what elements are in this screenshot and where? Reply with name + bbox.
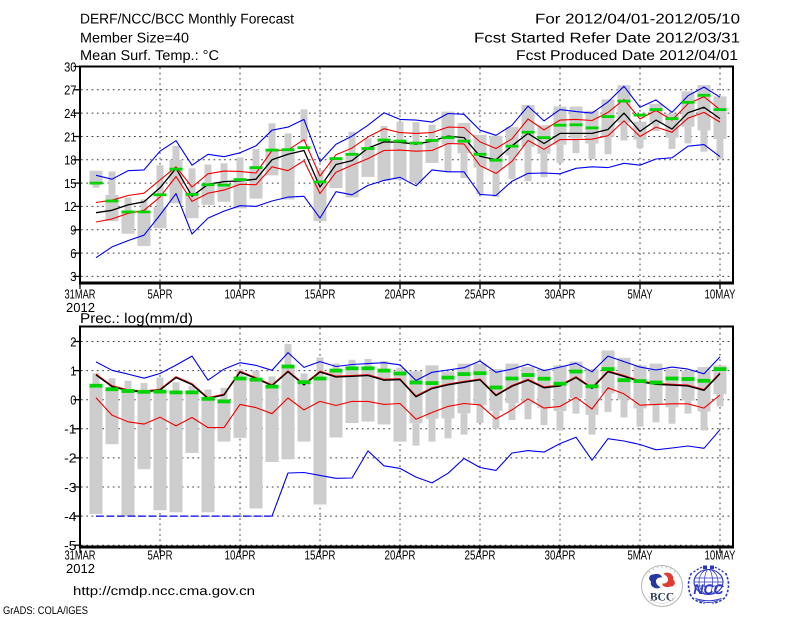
svg-text:30APR: 30APR [545,287,576,302]
svg-text:2012: 2012 [66,561,95,576]
svg-text:GrADS: COLA/IGES: GrADS: COLA/IGES [3,605,88,617]
svg-text:2012: 2012 [66,300,95,315]
svg-text:25APR: 25APR [465,548,496,563]
svg-text:5APR: 5APR [148,287,173,302]
svg-text:10MAY: 10MAY [705,287,736,302]
svg-text:27: 27 [64,83,76,98]
svg-text:Fcst Started Refer Date 2012/0: Fcst Started Refer Date 2012/03/31 [474,31,740,47]
svg-text:30APR: 30APR [545,548,576,563]
svg-text:10APR: 10APR [225,548,256,563]
svg-text:24: 24 [64,106,76,121]
svg-text:http://cmdp.ncc.cma.gov.cn: http://cmdp.ncc.cma.gov.cn [73,584,255,598]
svg-text:5APR: 5APR [148,548,173,563]
svg-text:DERF/NCC/BCC Monthly Forecast: DERF/NCC/BCC Monthly Forecast [80,12,294,28]
svg-text:1: 1 [70,363,76,378]
svg-text:Fcst Produced Date 2012/04/01: Fcst Produced Date 2012/04/01 [516,48,738,64]
svg-text:31MAR: 31MAR [65,548,96,563]
svg-text:-4: -4 [64,509,76,524]
svg-text:21: 21 [64,129,76,144]
svg-text:15APR: 15APR [305,548,336,563]
svg-text:31MAR: 31MAR [65,287,96,302]
svg-text:Member Size=40: Member Size=40 [80,31,189,47]
svg-text:NCC: NCC [693,581,724,597]
svg-text:Mean Surf. Temp.: °C: Mean Surf. Temp.: °C [80,48,219,64]
svg-text:-3: -3 [64,480,76,495]
svg-text:10MAY: 10MAY [705,548,736,563]
svg-text:20APR: 20APR [385,548,416,563]
svg-text:-5: -5 [64,538,76,553]
svg-text:20APR: 20APR [385,287,416,302]
svg-text:5MAY: 5MAY [628,287,653,302]
svg-text:15APR: 15APR [305,287,336,302]
svg-text:For 2012/04/01-2012/05/10: For 2012/04/01-2012/05/10 [535,12,740,28]
svg-text:3: 3 [70,269,76,284]
svg-text:10APR: 10APR [225,287,256,302]
svg-text:18: 18 [64,153,76,168]
svg-text:-2: -2 [64,451,76,466]
svg-text:15: 15 [64,176,76,191]
svg-text:0: 0 [70,393,76,408]
svg-text:12: 12 [64,199,76,214]
svg-text:30: 30 [64,59,76,74]
svg-text:Prec.: log(mm/d): Prec.: log(mm/d) [80,311,193,327]
svg-text:6: 6 [70,246,76,261]
svg-text:9: 9 [70,223,76,238]
svg-text:BCC: BCC [650,592,674,604]
svg-text:-1: -1 [64,422,76,437]
svg-text:25APR: 25APR [465,287,496,302]
svg-text:2: 2 [70,334,76,349]
svg-text:5MAY: 5MAY [628,548,653,563]
